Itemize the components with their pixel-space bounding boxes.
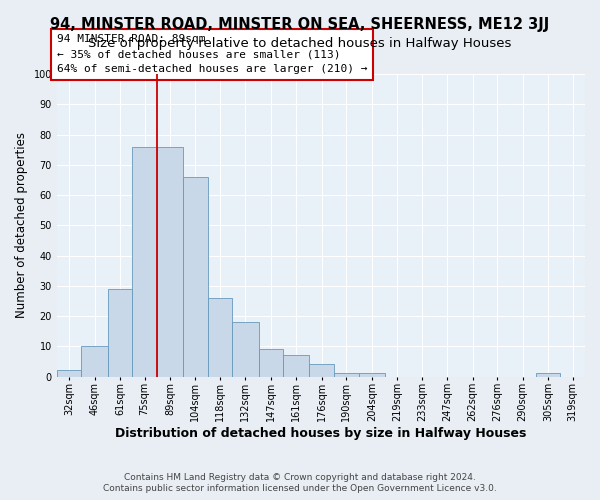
Bar <box>359 374 385 376</box>
Text: Contains public sector information licensed under the Open Government Licence v3: Contains public sector information licen… <box>103 484 497 493</box>
Bar <box>57 370 82 376</box>
Bar <box>82 346 107 376</box>
Bar <box>310 364 334 376</box>
Bar <box>259 350 283 376</box>
Bar <box>183 177 208 376</box>
Bar <box>283 356 310 376</box>
Text: Contains HM Land Registry data © Crown copyright and database right 2024.: Contains HM Land Registry data © Crown c… <box>124 472 476 482</box>
Bar <box>334 374 359 376</box>
Y-axis label: Number of detached properties: Number of detached properties <box>15 132 28 318</box>
Bar <box>232 322 259 376</box>
Bar <box>208 298 232 376</box>
Bar <box>107 289 132 376</box>
X-axis label: Distribution of detached houses by size in Halfway Houses: Distribution of detached houses by size … <box>115 427 527 440</box>
Text: 94, MINSTER ROAD, MINSTER ON SEA, SHEERNESS, ME12 3JJ: 94, MINSTER ROAD, MINSTER ON SEA, SHEERN… <box>50 18 550 32</box>
Text: 94 MINSTER ROAD: 89sqm
← 35% of detached houses are smaller (113)
64% of semi-de: 94 MINSTER ROAD: 89sqm ← 35% of detached… <box>57 34 367 74</box>
Bar <box>157 146 183 376</box>
Bar <box>132 146 157 376</box>
Bar <box>536 374 560 376</box>
Text: Size of property relative to detached houses in Halfway Houses: Size of property relative to detached ho… <box>88 38 512 51</box>
